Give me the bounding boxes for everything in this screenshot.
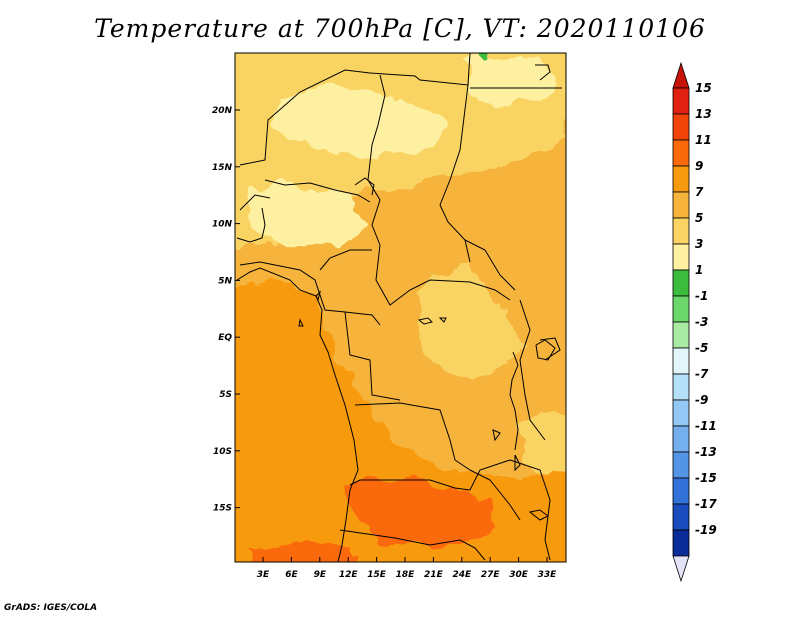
colorbar-label: -11 xyxy=(695,419,717,433)
colorbar-segment xyxy=(672,113,690,141)
x-tick-label: 12E xyxy=(339,570,359,580)
y-tick-label: 20N xyxy=(212,106,233,116)
y-tick-label: 5S xyxy=(219,390,232,400)
x-tick-label: 27E xyxy=(481,570,501,580)
x-tick-label: 9E xyxy=(314,570,327,580)
temperature-field xyxy=(235,53,566,562)
colorbar-label: -3 xyxy=(695,315,708,329)
y-tick-label: EQ xyxy=(218,333,232,343)
x-tick-label: 15E xyxy=(367,570,387,580)
colorbar-label: 1 xyxy=(695,263,703,277)
colorbar-label: -1 xyxy=(695,289,708,303)
colorbar-segment xyxy=(672,477,690,505)
map-frame xyxy=(234,52,567,563)
colorbar-segment xyxy=(672,321,690,349)
colorbar-segment xyxy=(672,503,690,531)
x-tick-label: 18E xyxy=(396,570,416,580)
colorbar-segment xyxy=(672,347,690,375)
colorbar-segment xyxy=(672,269,690,297)
colorbar-label: -13 xyxy=(695,445,717,459)
x-tick-label: 3E xyxy=(257,570,270,580)
colorbar-label: -17 xyxy=(695,497,717,511)
colorbar-segment xyxy=(672,191,690,219)
colorbar-label: -15 xyxy=(695,471,717,485)
colorbar-segment xyxy=(672,373,690,401)
colorbar-label: 13 xyxy=(695,107,712,121)
colorbar-segment xyxy=(672,425,690,453)
colorbar-segment xyxy=(672,451,690,479)
y-tick-label: 15S xyxy=(213,504,232,514)
x-tick-label: 33E xyxy=(538,570,558,580)
colorbar-segment xyxy=(672,217,690,245)
y-tick-label: 15N xyxy=(212,163,233,173)
colorbar: 15 13 11 9 7 5 3 1 -1 -3 -5 -7 -9 -11 -13 -15 -17 -19 xyxy=(672,61,717,583)
colorbar-segment xyxy=(672,243,690,271)
colorbar-label: -9 xyxy=(695,393,708,407)
x-tick-label: 6E xyxy=(285,570,298,580)
colorbar-segment xyxy=(672,165,690,193)
y-tick-label: 10S xyxy=(213,447,232,457)
colorbar-segment xyxy=(672,87,690,115)
colorbar-label: 3 xyxy=(695,237,703,251)
colorbar-segment xyxy=(672,295,690,323)
colorbar-segment xyxy=(672,139,690,167)
x-tick-label: 30E xyxy=(509,570,529,580)
footer-credit: GrADS: IGES/COLA xyxy=(4,603,98,613)
colorbar-label: 5 xyxy=(695,211,703,225)
x-axis: 3E 6E 9E 12E 15E 18E 21E 24E 27E 30E 33E xyxy=(257,557,557,580)
colorbar-label: -7 xyxy=(695,367,709,381)
colorbar-label: -5 xyxy=(695,341,708,355)
coastlines xyxy=(236,267,556,562)
x-tick-label: 24E xyxy=(452,570,472,580)
colorbar-label: 11 xyxy=(695,133,712,147)
colorbar-label: 9 xyxy=(695,159,703,173)
colorbar-label: -19 xyxy=(695,523,717,537)
colorbar-segment xyxy=(672,399,690,427)
colorbar-label: 7 xyxy=(695,185,704,199)
colorbar-label: 15 xyxy=(695,81,712,95)
country-borders xyxy=(236,53,562,561)
y-tick-label: 10N xyxy=(212,220,233,230)
map-title: Temperature at 700hPa [C], VT: 202011010… xyxy=(94,14,706,43)
x-tick-label: 21E xyxy=(424,570,444,580)
colorbar-segment xyxy=(672,529,690,557)
colorbar-bottom-arrow xyxy=(672,555,690,583)
y-axis: 20N 15N 10N 5N EQ 5S 10S 15S xyxy=(212,106,240,514)
y-tick-label: 5N xyxy=(218,276,232,286)
colorbar-top-arrow xyxy=(672,61,690,89)
